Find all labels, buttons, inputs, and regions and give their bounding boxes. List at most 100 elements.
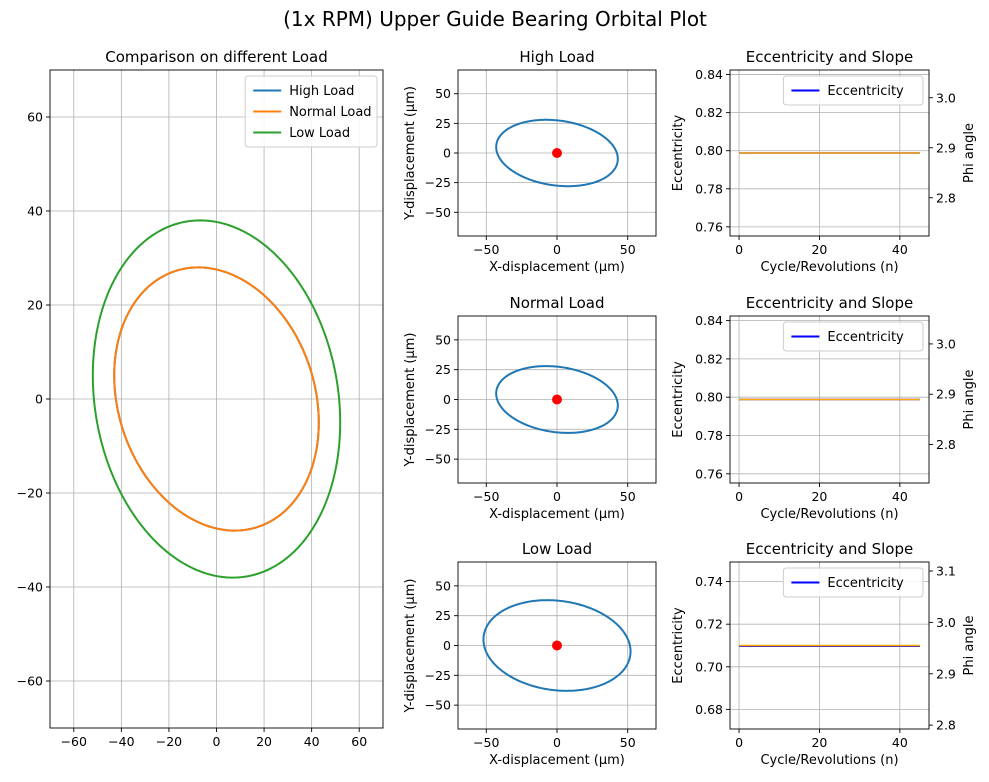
- y-tick-label: 40: [27, 204, 43, 219]
- y-right-tick-label: 3.0: [936, 336, 956, 351]
- legend-label: Normal Load: [289, 105, 371, 120]
- x-tick-label: 20: [811, 242, 827, 257]
- orbit-line-normal-load: [113, 266, 320, 532]
- axes-title: Eccentricity and Slope: [746, 294, 913, 312]
- y-tick-label: 0.72: [695, 617, 723, 632]
- y-tick-label: 0.84: [695, 313, 723, 328]
- x-tick-label: 0: [553, 242, 561, 257]
- y-tick-label: −60: [17, 674, 43, 689]
- legend-box: [782, 321, 924, 352]
- y-right-tick-label: 3.0: [936, 90, 956, 105]
- y-axis-label: Y-displacement (μm): [403, 333, 418, 468]
- legend-box: [782, 75, 924, 106]
- legend-label: Low Load: [289, 126, 350, 141]
- x-tick-label: 20: [811, 489, 827, 504]
- y-tick-label: 0: [443, 146, 451, 161]
- y-tick-label: 0: [443, 392, 451, 407]
- x-axis-label: X-displacement (μm): [489, 260, 625, 275]
- axes-title: High Load: [519, 48, 594, 66]
- legend-box: [244, 75, 378, 148]
- y-tick-label: 0.80: [695, 390, 723, 405]
- x-axis-label: Cycle/Revolutions (n): [760, 753, 898, 768]
- x-axis-label: Cycle/Revolutions (n): [760, 260, 898, 275]
- plot-area: [91, 219, 342, 579]
- plot-area: [495, 365, 619, 434]
- y-tick-label: 0.82: [695, 105, 723, 120]
- legend: Eccentricity: [782, 75, 924, 106]
- x-axis-label: X-displacement (μm): [489, 753, 625, 768]
- center-point: [552, 640, 562, 651]
- axes-frame: [457, 315, 657, 484]
- y-tick-label: 0.76: [695, 219, 723, 234]
- y-axis-label: Y-displacement (μm): [403, 86, 418, 221]
- center-point: [552, 148, 562, 158]
- right-axis-label: Phi angle: [962, 616, 977, 676]
- axes-frame: [457, 69, 657, 237]
- x-tick-label: 20: [811, 735, 827, 750]
- x-tick-label: 40: [304, 734, 320, 749]
- axes-title: Comparison on different Load: [105, 48, 328, 66]
- y-tick-label: −50: [425, 452, 451, 467]
- y-tick-label: 0.70: [695, 659, 723, 674]
- axes-frame: [457, 561, 657, 730]
- x-tick-label: 40: [892, 489, 908, 504]
- x-tick-label: 50: [620, 489, 636, 504]
- x-tick-label: 20: [256, 734, 272, 749]
- y-tick-label: 25: [435, 116, 451, 131]
- x-tick-label: 50: [620, 242, 636, 257]
- x-tick-label: 60: [351, 734, 367, 749]
- y-tick-label: 0.82: [695, 351, 723, 366]
- y-tick-label: −50: [425, 698, 451, 713]
- y-axis-label: Eccentricity: [671, 607, 686, 684]
- y-tick-label: 50: [435, 86, 451, 101]
- x-tick-label: −50: [473, 242, 499, 257]
- y-tick-label: 50: [435, 578, 451, 593]
- right-axis-label: Phi angle: [962, 123, 977, 183]
- chart-ecc-high: 0 20 40 0.76 0.78 0.80 0.82 0.84 2.8 2.9 3.0 Phi an…: [671, 48, 977, 275]
- y-tick-label: 0.74: [695, 574, 723, 589]
- y-right-tick-label: 2.9: [936, 140, 956, 155]
- y-tick-label: 25: [435, 608, 451, 623]
- chart-orbit-high: −50 0 50 −50 −25 0 25 50 High Load X-displacement…: [403, 48, 657, 275]
- figure-title: (1x RPM) Upper Guide Bearing Orbital Plo…: [283, 7, 707, 31]
- orbit-line: [482, 599, 632, 692]
- center-point: [552, 394, 562, 405]
- legend: Eccentricity: [782, 321, 924, 352]
- plot-area: [495, 118, 619, 188]
- legend-label: Eccentricity: [827, 576, 904, 591]
- y-tick-label: 0.68: [695, 702, 723, 717]
- right-axis-label: Phi angle: [962, 370, 977, 430]
- legend-label: Eccentricity: [827, 84, 904, 99]
- y-tick-label: −25: [425, 668, 451, 683]
- axes-title: Low Load: [522, 540, 592, 558]
- y-right-tick-label: 2.8: [936, 190, 956, 205]
- y-right-tick-label: 2.8: [936, 437, 956, 452]
- y-right-tick-label: 2.8: [936, 718, 956, 733]
- axes-frame: [729, 315, 930, 484]
- x-tick-label: 0: [735, 242, 743, 257]
- x-tick-label: −60: [61, 734, 87, 749]
- legend-box: [782, 567, 924, 598]
- y-tick-label: −20: [17, 486, 43, 501]
- x-tick-label: 0: [553, 735, 561, 750]
- x-tick-label: −40: [108, 734, 134, 749]
- plot-area: [739, 644, 920, 647]
- y-tick-label: 0.78: [695, 428, 723, 443]
- plot-area: [482, 599, 632, 692]
- y-tick-label: 0: [35, 392, 43, 407]
- y-right-tick-label: 3.1: [936, 563, 956, 578]
- y-axis-label: Eccentricity: [671, 115, 686, 192]
- y-tick-label: −50: [425, 205, 451, 220]
- chart-orbit-low: −50 0 50 −50 −25 0 25 50 Low Load X-displacement …: [403, 540, 657, 768]
- y-tick-label: −25: [425, 175, 451, 190]
- axes-frame: [49, 69, 384, 729]
- axes-frame: [729, 561, 930, 730]
- y-tick-label: −40: [17, 580, 43, 595]
- y-right-tick-label: 2.9: [936, 387, 956, 402]
- x-tick-label: 0: [735, 489, 743, 504]
- chart-comparison: −60 −40 −20 0 20 40 60 −60 −40 −20 0 20 40 60 Comparis…: [17, 48, 384, 749]
- x-tick-label: −50: [473, 735, 499, 750]
- chart-orbit-normal: −50 0 50 −50 −25 0 25 50 Normal Load X-displaceme…: [403, 294, 657, 522]
- y-tick-label: 60: [27, 110, 43, 125]
